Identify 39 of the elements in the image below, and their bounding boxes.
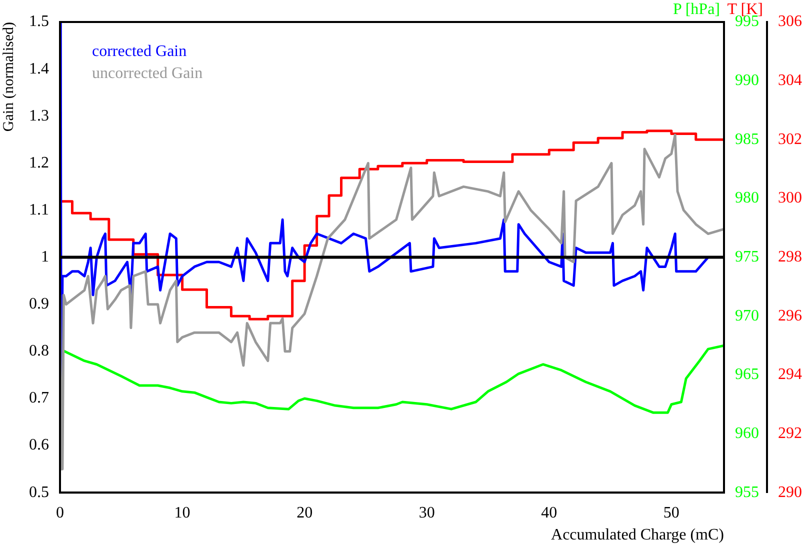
y-tick-label: 1.4: [29, 60, 49, 78]
y-tick-label: 1.2: [29, 154, 49, 172]
y3-tick-label: 290: [778, 484, 802, 501]
y2-tick-label: 970: [735, 307, 759, 324]
y2-tick-label: 960: [735, 424, 759, 442]
y-tick-label: 0.8: [29, 342, 49, 360]
y-tick-label: 0.9: [29, 296, 49, 313]
y3-tick-label: 306: [778, 13, 802, 30]
series-label: corrected Gain: [92, 43, 187, 60]
y2-tick-label: 980: [735, 190, 759, 207]
y2-tick-label: 975: [735, 248, 759, 266]
y3-tick-label: 302: [778, 130, 802, 148]
y-tick-label: 0.5: [29, 484, 49, 501]
x-tick-label: 40: [541, 504, 558, 522]
y3-tick-label: 300: [778, 190, 802, 207]
y-tick-label: 1.1: [29, 201, 49, 218]
x-tick-label: 50: [663, 504, 680, 522]
y2-tick-label: 955: [735, 484, 759, 501]
y3-tick-label: 298: [778, 248, 802, 266]
y-tick-label: 0.7: [29, 390, 49, 407]
y3-tick-label: 292: [778, 424, 802, 442]
y3-tick-label: 304: [778, 72, 802, 90]
x-axis-title: Accumulated Charge (mC): [551, 526, 724, 544]
y2-tick-label: 990: [735, 72, 759, 90]
y-tick-label: 1: [41, 248, 49, 266]
y2-axis-title: P [hPa]: [673, 1, 720, 18]
x-tick-label: 10: [174, 504, 190, 522]
y-axis-title: Gain (normalised): [0, 22, 17, 132]
x-tick-label: 20: [296, 504, 313, 522]
y2-tick-label: 965: [735, 366, 759, 384]
y-tick-label: 1.5: [29, 13, 49, 30]
y-tick-label: 1.3: [29, 107, 49, 124]
text: uncorrected Gain: [92, 65, 203, 82]
y-tick-label: 0.6: [29, 436, 49, 454]
y2-tick-label: 985: [735, 130, 759, 148]
x-tick-label: 0: [56, 504, 64, 522]
y3-tick-label: 296: [778, 307, 802, 324]
x-tick-label: 30: [418, 504, 435, 522]
y3-tick-label: 294: [778, 366, 802, 384]
